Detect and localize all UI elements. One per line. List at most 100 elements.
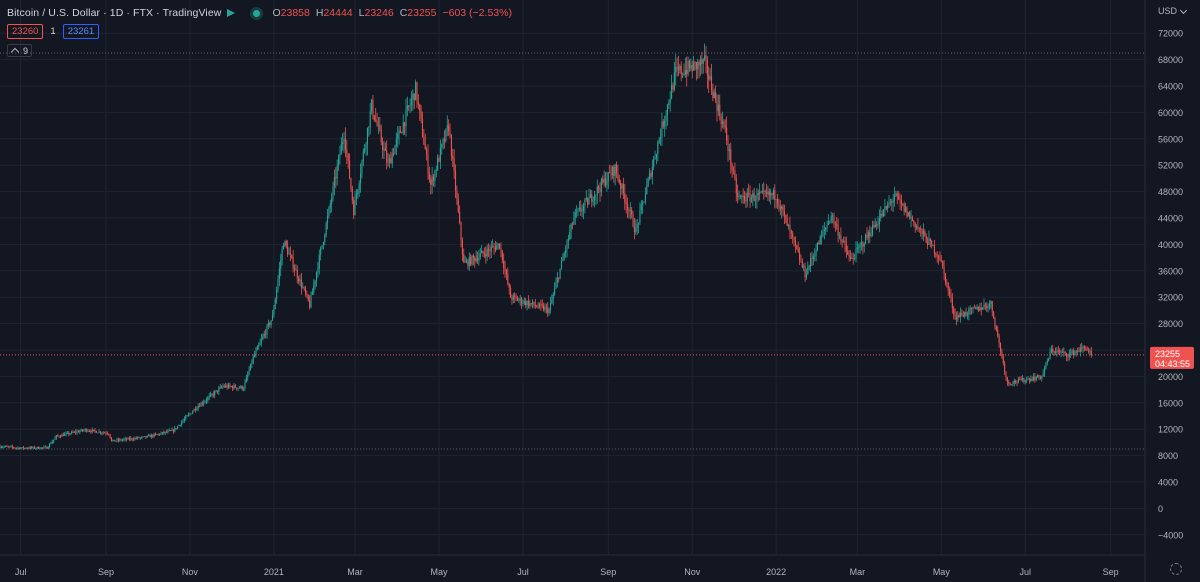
candle-body	[1030, 378, 1032, 381]
candle-body	[223, 386, 225, 387]
candle-body	[600, 179, 602, 192]
candle-body	[142, 436, 144, 438]
candle-body	[77, 431, 79, 433]
candle-body	[115, 440, 117, 442]
market-status-icon	[253, 9, 261, 17]
candle-body	[332, 185, 334, 199]
candle-body	[259, 342, 261, 345]
candle-body	[874, 224, 876, 228]
candle-body	[1008, 381, 1010, 384]
candle-body	[137, 437, 139, 439]
candle-body	[1067, 356, 1069, 358]
candle-body	[903, 204, 905, 212]
candle-body	[635, 227, 637, 232]
candle-body	[398, 130, 400, 135]
candle-body	[976, 306, 978, 309]
x-tick-label: Jul	[1020, 567, 1032, 577]
candle-body	[354, 198, 356, 216]
flag-icon[interactable]	[227, 9, 236, 17]
candle-body	[303, 287, 305, 289]
symbol-title[interactable]: Bitcoin / U.S. Dollar · 1D · FTX · Tradi…	[7, 7, 222, 19]
currency-selector[interactable]: USD	[1158, 6, 1188, 16]
quantity-value[interactable]: 1	[50, 26, 56, 37]
candle-body	[149, 435, 151, 438]
candle-body	[68, 432, 70, 435]
candle-body	[664, 120, 666, 127]
candle-body	[684, 69, 686, 75]
candle-body	[997, 330, 999, 336]
candle-body	[914, 222, 916, 228]
candle-body	[680, 65, 682, 75]
candle-body	[350, 178, 352, 189]
y-tick-label: 4000	[1158, 478, 1178, 488]
candle-body	[1082, 346, 1084, 349]
candle-body	[171, 429, 173, 431]
candle-body	[281, 249, 283, 261]
candle-body	[71, 431, 73, 434]
candle-body	[552, 294, 554, 300]
chevron-up-icon	[10, 47, 20, 56]
candle-body	[615, 164, 618, 174]
candle-body	[658, 139, 660, 143]
y-tick-label: 72000	[1158, 29, 1183, 39]
indicators-toggle[interactable]: 9	[7, 44, 33, 57]
candle-body	[852, 258, 854, 259]
candle-body	[954, 314, 956, 317]
candle-body	[860, 242, 863, 245]
x-tick-label: Mar	[347, 567, 363, 577]
candle-body	[781, 206, 783, 210]
candle-body	[847, 250, 849, 255]
candle-body	[132, 439, 135, 441]
x-tick-label: 2022	[766, 567, 786, 577]
candle-body	[541, 304, 543, 306]
candle-body	[193, 408, 195, 412]
candle-body	[665, 115, 667, 121]
candle-body	[721, 121, 724, 124]
candle-body	[987, 307, 989, 309]
candle-body	[975, 307, 977, 309]
y-tick-label: 16000	[1158, 398, 1183, 408]
candle-body	[441, 144, 443, 148]
candle-body	[794, 240, 796, 246]
candle-body	[291, 255, 293, 258]
candle-body	[805, 274, 808, 278]
settings-icon[interactable]	[1170, 563, 1182, 575]
candle-body	[90, 431, 92, 432]
candle-body	[138, 437, 140, 439]
candle-body	[898, 195, 900, 200]
candle-body	[611, 166, 613, 176]
candle-body	[284, 241, 286, 246]
open-label: O	[272, 7, 281, 19]
candle-body	[1013, 380, 1015, 384]
candle-body	[1063, 351, 1065, 353]
buy-button[interactable]: 23261	[62, 24, 100, 39]
sell-button[interactable]: 23260	[7, 24, 44, 39]
candle-body	[343, 138, 345, 143]
candle-body	[192, 411, 194, 414]
candle-body	[21, 447, 23, 448]
candle-body	[746, 192, 748, 202]
candle-body	[340, 144, 342, 155]
candle-body	[1009, 383, 1011, 385]
candle-body	[1075, 351, 1077, 353]
candle-body	[292, 257, 294, 269]
candle-body	[525, 300, 527, 306]
candle-body	[741, 196, 743, 197]
candle-body	[198, 406, 201, 408]
candle-body	[1016, 382, 1018, 383]
candle-body	[394, 145, 396, 155]
candle-body	[273, 308, 275, 316]
candle-body	[456, 190, 458, 199]
candle-body	[832, 215, 834, 217]
candle-body	[613, 166, 615, 176]
candle-body	[633, 226, 635, 232]
candle-body	[121, 439, 124, 441]
candle-body	[508, 283, 510, 288]
candle-body	[102, 432, 104, 434]
candle-body	[299, 279, 301, 282]
candle-body	[830, 216, 832, 222]
candle-body	[448, 125, 450, 131]
candle-body	[866, 234, 868, 238]
candle-body	[1037, 374, 1039, 378]
